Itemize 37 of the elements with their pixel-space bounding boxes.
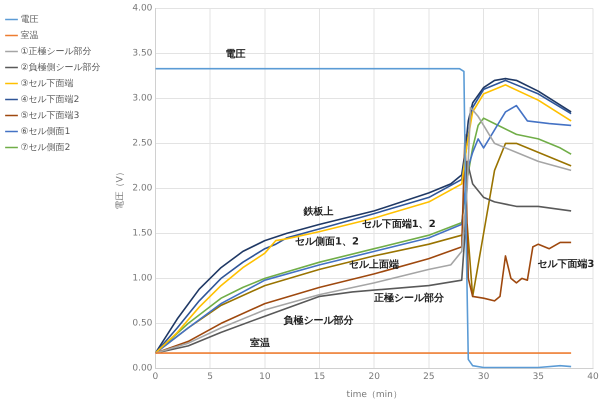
legend-label: ⑥セル側面1 — [20, 126, 70, 137]
x-tick-label: 40 — [587, 372, 599, 382]
y-tick-label: 2.00 — [132, 184, 153, 194]
annotation: セル側面1、2 — [294, 236, 359, 248]
legend-label: ②負極側シール部分 — [20, 62, 101, 73]
x-tick-label: 30 — [478, 372, 490, 382]
annotation: セル下面端3 — [537, 258, 594, 270]
y-tick-label: 3.00 — [132, 94, 153, 104]
annotation: 正極シール部分 — [373, 292, 446, 304]
y-tick-label: 3.50 — [132, 48, 153, 59]
x-axis-title: time（min） — [346, 390, 402, 400]
legend-label: ①正極シール部分 — [20, 46, 92, 57]
annotation: 鉄板上 — [302, 205, 334, 218]
y-tick-label: 2.50 — [132, 138, 153, 149]
x-tick-label: 5 — [207, 372, 213, 382]
annotation: 負極シール部分 — [284, 314, 355, 326]
legend-label: ⑤セル下面端3 — [20, 110, 80, 121]
x-tick-label: 20 — [368, 372, 380, 382]
y-tick-label: 4.00 — [132, 4, 153, 14]
y-tick-label: 0.50 — [132, 318, 153, 329]
x-tick-label: 15 — [314, 372, 326, 382]
x-tick-label: 10 — [259, 372, 271, 382]
annotation: 電圧 — [225, 48, 246, 60]
legend-label: ④セル下面端2 — [20, 94, 80, 105]
legend-label: ⑦セル側面2 — [20, 142, 70, 153]
y-tick-label: 1.00 — [132, 274, 153, 284]
y-tick-label: 1.50 — [132, 228, 153, 239]
y-axis-title: 電圧（V） — [114, 167, 126, 210]
legend-label: ③セル下面端 — [20, 78, 74, 89]
x-tick-label: 25 — [423, 372, 435, 382]
legend-label: 電圧 — [20, 14, 38, 25]
legend-label: 室温 — [20, 30, 38, 41]
x-tick-label: 35 — [532, 372, 544, 382]
annotation: 室温 — [250, 336, 270, 349]
annotation: セル下面端1、2 — [362, 218, 436, 230]
x-tick-label: 0 — [152, 372, 159, 382]
y-tick-label: 0.00 — [132, 364, 153, 374]
